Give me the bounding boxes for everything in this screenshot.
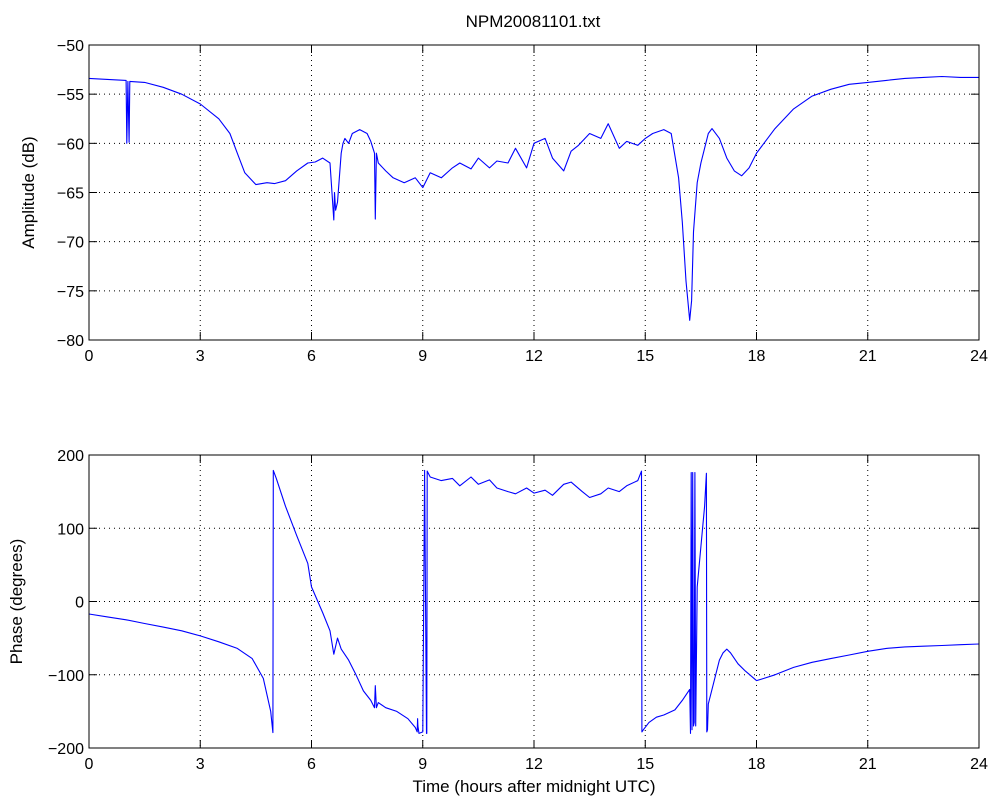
phase-xtick-label: 24: [970, 756, 988, 773]
phase-ytick-label: −200: [48, 741, 84, 758]
phase-xtick-label: 3: [196, 756, 205, 773]
amplitude-xtick-label: 21: [859, 348, 877, 365]
phase-ylabel: Phase (degrees): [7, 539, 26, 665]
amplitude-series-line: [88, 75, 979, 321]
phase-xtick-label: 18: [748, 756, 766, 773]
amplitude-ytick-label: −50: [57, 38, 84, 55]
phase-ytick-label: 100: [57, 521, 84, 538]
amplitude-xtick-label: 18: [748, 348, 766, 365]
phase-xlabel: Time (hours after midnight UTC): [412, 777, 655, 796]
phase-series-line: [88, 469, 980, 734]
phase-axes: 0 3 6 9 12 15 18 21 24 −200 −100 0 100 200 Phase (degr…: [7, 448, 988, 796]
amplitude-ytick-label: −55: [57, 87, 84, 104]
amplitude-xtick-label: 3: [196, 348, 205, 365]
amplitude-xtick-label: 0: [85, 348, 94, 365]
amplitude-xtick-label: 9: [418, 348, 427, 365]
phase-ytick-label: −100: [48, 668, 84, 685]
amplitude-ytick-label: −65: [57, 186, 84, 203]
amplitude-ylabel: Amplitude (dB): [19, 136, 38, 248]
amplitude-ytick-label: −70: [57, 235, 84, 252]
phase-xtick-label: 0: [85, 756, 94, 773]
amplitude-xtick-label: 12: [525, 348, 543, 365]
phase-ytick-label: 0: [75, 595, 84, 612]
amplitude-xtick-label: 24: [970, 348, 988, 365]
phase-xtick-label: 6: [307, 756, 316, 773]
figure-title: NPM20081101.txt: [466, 12, 601, 31]
phase-xtick-label: 12: [525, 756, 543, 773]
phase-xtick-label: 15: [636, 756, 654, 773]
amplitude-xtick-label: 15: [636, 348, 654, 365]
amplitude-xtick-label: 6: [307, 348, 316, 365]
amplitude-axes: 0 3 6 9 12 15 18 21 24 −80 −75 −70 −65 −60 −55 −50 Ampli…: [19, 38, 988, 365]
phase-xtick-label: 21: [859, 756, 877, 773]
amplitude-ytick-label: −75: [57, 284, 84, 301]
phase-ytick-label: 200: [57, 448, 84, 465]
amplitude-ytick-label: −80: [57, 333, 84, 350]
amplitude-ytick-label: −60: [57, 136, 84, 153]
phase-xtick-label: 9: [418, 756, 427, 773]
